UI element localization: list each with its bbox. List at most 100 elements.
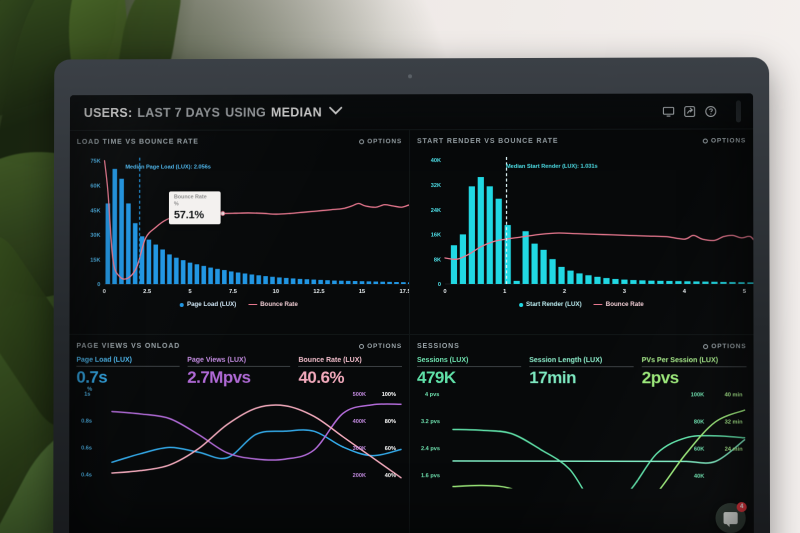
- legend-item-bounce-rate[interactable]: Bounce Rate: [248, 301, 298, 308]
- panel-options-label: OPTIONS: [367, 138, 403, 146]
- divider: [416, 366, 522, 368]
- divider: [187, 365, 291, 367]
- panel-header: LOAD TIME VS BOUNCE RATE OPTIONS: [77, 135, 402, 149]
- panel-sessions: SESSIONS OPTIONS Sessions (LUX) 479K: [409, 335, 754, 533]
- panel-title: SESSIONS: [416, 343, 460, 351]
- axis-label-left-2: 0.6s: [81, 445, 92, 452]
- svg-text:0: 0: [443, 289, 446, 295]
- metric-label: Bounce Rate (LUX): [298, 356, 362, 364]
- axis-label-pv-3: 200K: [352, 473, 366, 480]
- divider: [529, 366, 634, 368]
- panel-options-button[interactable]: OPTIONS: [359, 343, 402, 350]
- median-start-render-label: Median Start Render (LUX): 1.031s: [506, 163, 598, 170]
- axis-label-left-3: 1.6 pvs: [420, 473, 440, 480]
- svg-text:10: 10: [273, 289, 279, 295]
- header-icon-group: [662, 99, 742, 122]
- legend-label: Bounce Rate: [260, 301, 298, 308]
- axis-label-length-1: 32 min: [724, 419, 743, 426]
- chevron-down-icon[interactable]: [329, 106, 343, 118]
- panel-header: PAGE VIEWS VS ONLOAD OPTIONS: [76, 340, 402, 353]
- metric-pvs-per-session[interactable]: PVs Per Session (LUX) 2pvs: [641, 357, 747, 387]
- laptop-device: USERS: LAST 7 DAYS USING MEDIAN: [53, 57, 771, 533]
- legend-label: Page Load (LUX): [187, 301, 237, 308]
- metric-label: PVs Per Session (LUX): [641, 357, 719, 365]
- panel-options-label: OPTIONS: [711, 343, 747, 351]
- axis-label-sessions-1: 80K: [693, 419, 705, 426]
- title-prefix: USERS:: [83, 105, 133, 120]
- page-title[interactable]: USERS: LAST 7 DAYS USING MEDIAN: [83, 104, 343, 120]
- metric-value: 2.7Mpvs: [187, 367, 251, 387]
- svg-text:15K: 15K: [90, 258, 100, 264]
- axis-label-length-2: 24 min: [724, 446, 743, 453]
- panel-options-button[interactable]: OPTIONS: [359, 138, 402, 145]
- title-using: USING: [225, 105, 267, 120]
- panel-options-label: OPTIONS: [710, 137, 747, 145]
- dashboard-header: USERS: LAST 7 DAYS USING MEDIAN: [69, 93, 754, 131]
- chart-legend: Start Render (LUX) Bounce Rate: [417, 301, 746, 308]
- chat-widget-button[interactable]: 4: [715, 502, 747, 533]
- monitor-icon[interactable]: [663, 105, 675, 117]
- share-icon[interactable]: [684, 105, 696, 117]
- panel-title: START RENDER VS BOUNCE RATE: [417, 137, 559, 146]
- svg-text:5: 5: [743, 289, 747, 295]
- svg-text:15: 15: [359, 289, 366, 295]
- metric-page-load[interactable]: Page Load (LUX) 0.7s: [76, 357, 180, 387]
- laptop-screen: USERS: LAST 7 DAYS USING MEDIAN: [69, 93, 754, 533]
- chart-page-views: % 1s 0.8s 0.6s 0.4s 500K 400K 300K 200K …: [76, 387, 402, 488]
- axis-label-sessions-3: 40K: [693, 473, 705, 480]
- chart-legend: Page Load (LUX) Bounce Rate: [76, 301, 402, 308]
- divider: [641, 366, 747, 368]
- axis-label-br-1: 80%: [384, 419, 396, 426]
- svg-text:3: 3: [623, 289, 626, 295]
- metric-value: 17min: [529, 368, 577, 388]
- chart-sessions: 4 pvs 3.2 pvs 2.4 pvs 1.6 pvs 100K 80K 6…: [417, 388, 747, 489]
- legend-item-bounce-rate[interactable]: Bounce Rate: [593, 301, 644, 308]
- title-range: LAST 7 DAYS: [137, 105, 221, 120]
- chat-bubble-icon: [723, 512, 738, 525]
- panel-options-button[interactable]: OPTIONS: [703, 343, 746, 350]
- panel-load-time-vs-bounce-rate: LOAD TIME VS BOUNCE RATE OPTIONS 0 15K 30K…: [69, 130, 411, 336]
- scrollbar-thumb[interactable]: [735, 99, 742, 122]
- chart-svg: [111, 403, 402, 479]
- legend-line-icon: [593, 303, 603, 306]
- tooltip-value: 57.1%: [173, 208, 204, 221]
- svg-text:60K: 60K: [90, 184, 100, 190]
- axis-label-br-0: 100%: [381, 392, 396, 399]
- svg-text:30K: 30K: [90, 233, 100, 239]
- metric-bounce-rate[interactable]: Bounce Rate (LUX) 40.6%: [298, 356, 403, 387]
- metric-sessions[interactable]: Sessions (LUX) 479K: [416, 357, 522, 387]
- svg-text:7.5: 7.5: [229, 289, 238, 295]
- axis-label-left-2: 2.4 pvs: [420, 446, 440, 453]
- gear-icon: [359, 343, 365, 349]
- legend-item-page-load[interactable]: Page Load (LUX): [180, 301, 236, 308]
- panel-title: PAGE VIEWS VS ONLOAD: [76, 342, 181, 350]
- svg-text:12.5: 12.5: [313, 289, 325, 295]
- axis-label-length-0: 40 min: [724, 392, 743, 399]
- panel-title: LOAD TIME VS BOUNCE RATE: [76, 138, 199, 146]
- svg-text:45K: 45K: [90, 208, 100, 214]
- panel-options-button[interactable]: OPTIONS: [702, 137, 747, 145]
- bounce-rate-tooltip: Bounce Rate % 57.1%: [168, 191, 221, 224]
- divider: [298, 365, 403, 368]
- axis-label-sessions-2: 60K: [693, 446, 705, 453]
- metric-value: 40.6%: [298, 367, 345, 387]
- metric-label: Session Length (LUX): [529, 357, 603, 365]
- svg-text:8K: 8K: [434, 257, 441, 263]
- gear-icon: [702, 138, 708, 144]
- svg-text:75K: 75K: [90, 159, 100, 165]
- svg-text:0: 0: [438, 282, 441, 288]
- metric-page-views[interactable]: Page Views (LUX) 2.7Mpvs: [187, 357, 291, 387]
- legend-item-start-render[interactable]: Start Render (LUX): [519, 301, 582, 308]
- panel-grid: LOAD TIME VS BOUNCE RATE OPTIONS 0 15K 30K…: [69, 129, 754, 533]
- analytics-dashboard: USERS: LAST 7 DAYS USING MEDIAN: [69, 93, 754, 533]
- title-metric: MEDIAN: [271, 104, 322, 120]
- metric-session-length[interactable]: Session Length (LUX) 17min: [529, 357, 634, 388]
- svg-text:32K: 32K: [431, 183, 441, 189]
- svg-text:5: 5: [188, 289, 192, 295]
- help-icon[interactable]: [705, 105, 717, 117]
- panel-header: START RENDER VS BOUNCE RATE OPTIONS: [417, 134, 746, 148]
- metric-row: Page Load (LUX) 0.7s Page Views (LUX) 2.…: [76, 356, 403, 387]
- axis-label-left-1: 3.2 pvs: [420, 419, 440, 426]
